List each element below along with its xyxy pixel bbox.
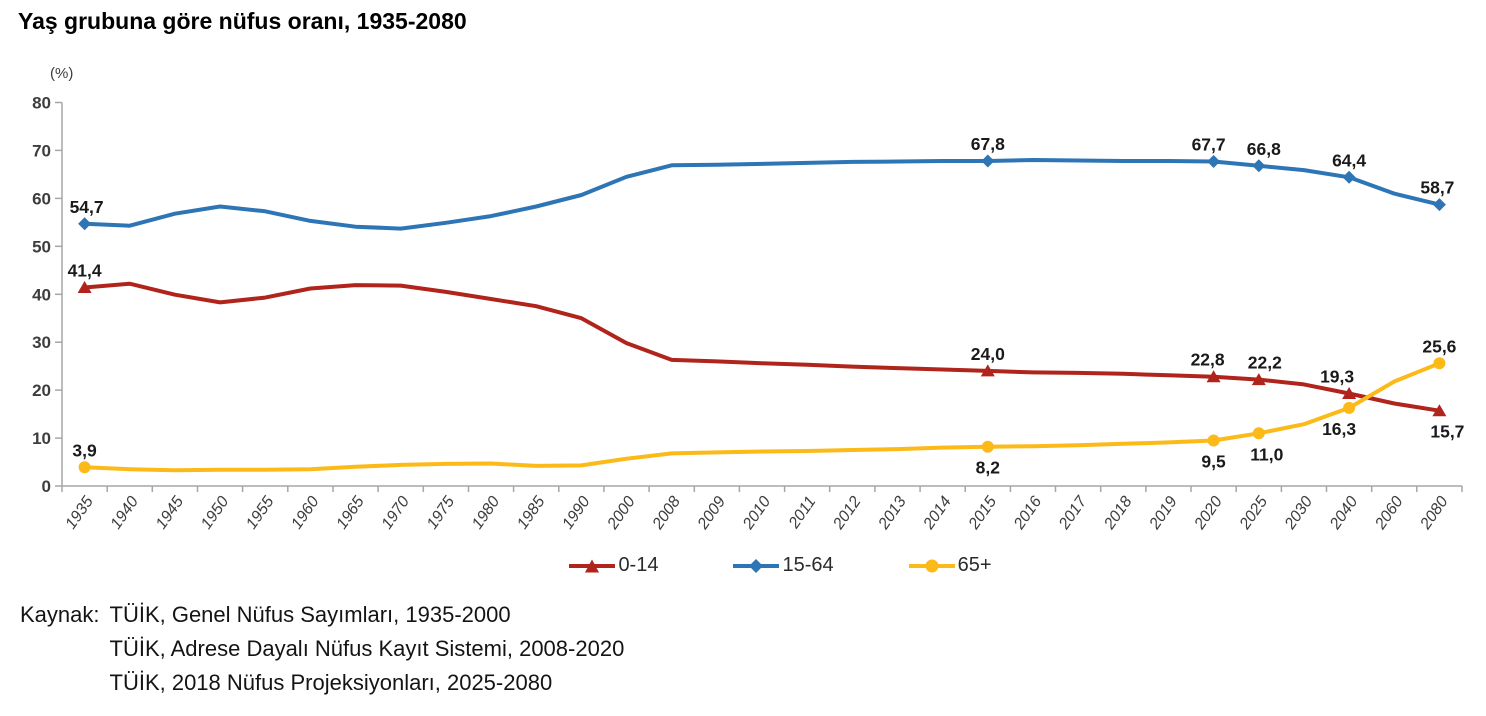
svg-text:2012: 2012 [830, 493, 865, 533]
source-note: Kaynak: TÜİK, Genel Nüfus Sayımları, 193… [20, 598, 624, 700]
svg-text:22,2: 22,2 [1248, 353, 1282, 373]
svg-text:2020: 2020 [1191, 493, 1226, 533]
svg-text:1935: 1935 [63, 493, 97, 532]
svg-text:20: 20 [32, 381, 51, 400]
legend-item-0-14: 0-14 [568, 554, 658, 577]
legend-label: 0-14 [618, 554, 659, 576]
svg-text:(%): (%) [50, 65, 73, 82]
svg-text:2016: 2016 [1010, 493, 1045, 533]
svg-text:19,3: 19,3 [1320, 367, 1354, 387]
svg-text:1940: 1940 [108, 493, 142, 532]
svg-text:2008: 2008 [649, 493, 684, 533]
svg-text:67,7: 67,7 [1192, 135, 1226, 155]
svg-text:22,8: 22,8 [1191, 350, 1225, 370]
svg-text:1985: 1985 [514, 493, 548, 532]
svg-text:30: 30 [32, 333, 51, 352]
svg-text:2017: 2017 [1055, 493, 1091, 534]
svg-text:10: 10 [32, 429, 51, 448]
legend-marker-triangle-icon [569, 559, 616, 572]
svg-text:1955: 1955 [243, 493, 277, 532]
source-lines: TÜİK, Genel Nüfus Sayımları, 1935-2000 T… [110, 598, 625, 700]
svg-text:66,8: 66,8 [1247, 139, 1281, 159]
svg-text:2019: 2019 [1146, 493, 1181, 533]
svg-text:1975: 1975 [424, 493, 458, 532]
legend-item-65plus: 65+ [908, 554, 992, 577]
svg-text:40: 40 [32, 285, 51, 304]
legend-item-15-64: 15-64 [732, 554, 834, 577]
source-line: TÜİK, 2018 Nüfus Projeksiyonları, 2025-2… [109, 670, 553, 695]
svg-text:15,7: 15,7 [1430, 422, 1464, 442]
chart-title: Yaş grubuna göre nüfus oranı, 1935-2080 [18, 8, 467, 34]
svg-text:1950: 1950 [198, 493, 232, 532]
svg-text:2013: 2013 [875, 493, 910, 533]
svg-text:64,4: 64,4 [1332, 150, 1366, 170]
source-line: TÜİK, Genel Nüfus Sayımları, 1935-2000 [109, 602, 511, 627]
svg-text:1945: 1945 [153, 493, 187, 532]
legend-label: 15-64 [782, 554, 834, 576]
svg-text:41,4: 41,4 [68, 261, 102, 281]
svg-text:9,5: 9,5 [1201, 452, 1226, 472]
source-label: Kaynak: [20, 602, 100, 627]
svg-text:1970: 1970 [379, 493, 413, 532]
svg-text:2025: 2025 [1236, 493, 1271, 533]
svg-text:25,6: 25,6 [1422, 336, 1456, 356]
svg-text:2010: 2010 [739, 493, 774, 533]
chart-legend: 0-14 15-64 65+ [37, 554, 1486, 577]
svg-text:2011: 2011 [785, 494, 819, 533]
svg-text:2040: 2040 [1326, 493, 1361, 533]
svg-text:1980: 1980 [469, 493, 503, 532]
svg-text:24,0: 24,0 [971, 344, 1005, 364]
svg-text:1960: 1960 [288, 493, 322, 532]
source-line: TÜİK, Adrese Dayalı Nüfus Kayıt Sistemi,… [109, 636, 625, 661]
svg-text:0: 0 [42, 477, 51, 496]
svg-text:16,3: 16,3 [1322, 419, 1356, 439]
svg-text:58,7: 58,7 [1420, 178, 1454, 198]
svg-text:2009: 2009 [694, 493, 729, 533]
legend-label: 65+ [957, 554, 992, 576]
svg-text:60: 60 [32, 189, 51, 208]
svg-text:67,8: 67,8 [971, 134, 1005, 154]
svg-text:1990: 1990 [559, 493, 593, 532]
svg-text:2080: 2080 [1417, 493, 1452, 533]
svg-text:2018: 2018 [1101, 493, 1136, 533]
svg-text:80: 80 [32, 94, 51, 113]
svg-text:1965: 1965 [333, 493, 367, 532]
svg-text:50: 50 [32, 237, 51, 256]
svg-text:2015: 2015 [965, 493, 1000, 533]
svg-text:2060: 2060 [1372, 493, 1407, 533]
svg-text:70: 70 [32, 141, 51, 160]
svg-text:8,2: 8,2 [976, 458, 1001, 478]
svg-text:11,0: 11,0 [1250, 444, 1283, 464]
legend-marker-diamond-icon [733, 558, 780, 573]
svg-text:2000: 2000 [604, 493, 639, 533]
svg-text:54,7: 54,7 [70, 197, 104, 217]
svg-text:3,9: 3,9 [72, 440, 97, 460]
svg-text:2014: 2014 [920, 493, 955, 533]
legend-marker-circle-icon [908, 559, 955, 572]
svg-text:2030: 2030 [1281, 493, 1316, 533]
